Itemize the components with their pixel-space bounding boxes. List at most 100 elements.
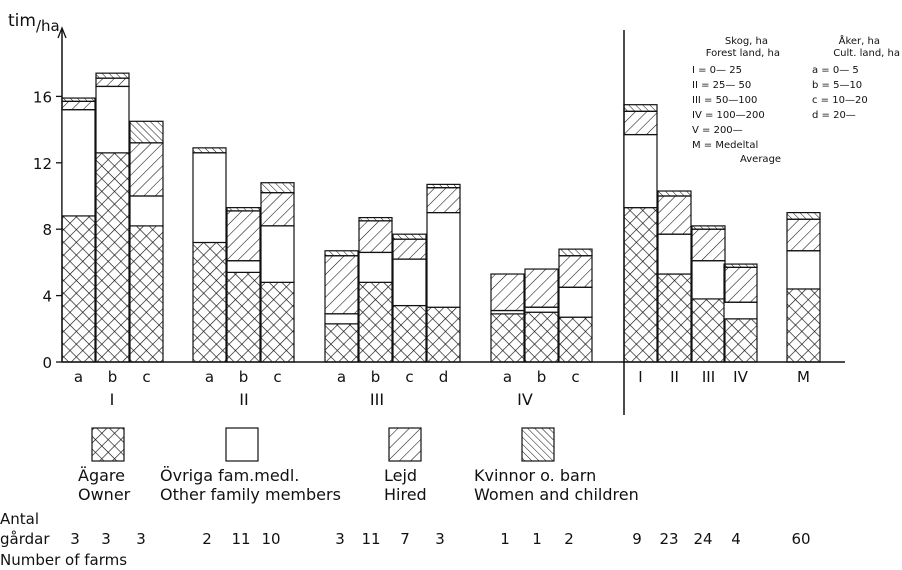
legend-swatch-owner	[91, 427, 125, 462]
bar-segment-owner	[657, 273, 692, 363]
x-tick-label: III	[702, 368, 715, 386]
farm-count: 3	[335, 530, 345, 548]
bar-segment-owner	[260, 281, 295, 363]
legend-label-owner-en: Owner	[78, 485, 131, 504]
farms-label-gardar: gårdar	[0, 530, 50, 548]
bar-segment-family	[623, 133, 658, 209]
bar-segment-owner	[226, 271, 261, 363]
x-tick-label: a	[337, 368, 346, 386]
bar-segment-owner	[426, 306, 461, 363]
x-tick-label: b	[239, 368, 249, 386]
bar-segment-owner	[324, 323, 359, 363]
bar-segment-hired	[260, 192, 295, 227]
farms-row: Antal gårdar Number of farms 3 3 3 2 11 10 3 11…	[0, 510, 811, 569]
x-tick-label: I	[638, 368, 642, 386]
legend-forest-row: II = 25— 50	[692, 80, 751, 91]
legend-label-owner-sv: Ägare	[78, 466, 125, 485]
bar-segment-hired	[324, 255, 359, 315]
bar-segment-women	[558, 248, 593, 257]
bar-segment-women	[324, 250, 359, 257]
farm-count: 24	[693, 530, 712, 548]
legend-forest-row: Average	[740, 154, 781, 165]
bar-segment-family	[657, 233, 692, 275]
bar-segment-women	[786, 212, 821, 220]
bar-segment-women	[392, 233, 427, 240]
farm-count: 10	[261, 530, 280, 548]
bar-segment-women	[691, 225, 726, 230]
x-tick-label: M	[797, 368, 810, 386]
bar-segment-hired	[490, 273, 525, 312]
group-label: I	[110, 390, 115, 409]
farm-count: 9	[632, 530, 642, 548]
legend-label-family-en: Other family members	[160, 485, 341, 504]
series-legend: Ägare Owner Övriga fam.medl. Other famil…	[78, 427, 639, 504]
bar-segment-hired	[723, 266, 758, 303]
farm-count: 7	[400, 530, 410, 548]
bar-segment-women	[260, 182, 295, 194]
bar-segment-owner	[623, 207, 658, 363]
bar-segment-women	[61, 97, 96, 102]
legend-forest: Skog, ha Forest land, ha I = 0— 25 II = 2…	[692, 36, 781, 165]
legend-cult-title-sv: Åker, ha	[839, 34, 880, 47]
farm-count: 3	[136, 530, 146, 548]
bar-segment-women	[723, 263, 758, 268]
x-tick-label: II	[670, 368, 679, 386]
y-tick-label: 0	[42, 354, 52, 372]
farm-count: 11	[361, 530, 380, 548]
bar-segment-hired	[691, 228, 726, 262]
legend-forest-row: III = 50—100	[692, 95, 757, 106]
group-label: IV	[517, 390, 533, 409]
farm-count: 3	[70, 530, 80, 548]
legend-forest-title-sv: Skog, ha	[725, 36, 768, 47]
x-tick-label: a	[503, 368, 512, 386]
legend-label-hired-en: Hired	[384, 485, 427, 504]
bar-segment-hired	[426, 187, 461, 214]
bar-segment-women	[95, 72, 130, 79]
x-tick-label: b	[371, 368, 381, 386]
x-tick-label: IV	[733, 368, 748, 386]
legend-forest-row: IV = 100—200	[692, 110, 765, 121]
bar-segment-hired	[558, 255, 593, 288]
bar-segment-family	[392, 258, 427, 307]
legend-label-hired-sv: Lejd	[384, 466, 417, 485]
bar-segment-family	[129, 195, 164, 227]
bar-segment-family	[61, 109, 96, 217]
x-tick-label: b	[537, 368, 547, 386]
legend-forest-row: V = 200—	[692, 125, 743, 136]
y-axis: tim/ha 0 4 8 12 16	[8, 11, 67, 372]
legend-cult-title-en: Cult. land, ha	[833, 48, 900, 59]
bar-segment-family	[524, 306, 559, 313]
x-tick-label: c	[273, 368, 281, 386]
bar-segment-owner	[786, 288, 821, 363]
bar-segment-owner	[358, 281, 393, 363]
legend-swatch-hired	[388, 427, 422, 462]
farms-label-number: Number of farms	[0, 551, 127, 569]
y-axis-arrow	[57, 26, 67, 39]
bar-segment-family	[358, 251, 393, 283]
legend-cult-row: a = 0— 5	[812, 65, 859, 76]
bar-segment-owner	[558, 316, 593, 363]
y-tick-label: 8	[42, 221, 52, 239]
bar-segment-women	[426, 183, 461, 189]
bar-segment-owner	[392, 304, 427, 363]
bar-segment-women	[192, 147, 227, 154]
bar-segment-family	[95, 85, 130, 154]
y-axis-label: tim/ha	[8, 11, 60, 35]
bar-segment-owner	[524, 311, 559, 363]
x-tick-label: c	[571, 368, 579, 386]
group-label: II	[239, 390, 248, 409]
bar-segment-hired	[61, 100, 96, 111]
bar-segment-women	[226, 207, 261, 212]
x-tick-label: c	[405, 368, 413, 386]
x-tick-label: c	[142, 368, 150, 386]
y-tick-label: 12	[33, 155, 52, 173]
bar-segment-owner	[192, 241, 227, 363]
legend-forest-title-en: Forest land, ha	[706, 48, 780, 59]
bar-segment-family	[324, 313, 359, 325]
bar-segment-hired	[524, 268, 559, 308]
legend-cult-row: d = 20—	[812, 110, 856, 121]
bar-segment-owner	[95, 152, 130, 363]
bar-segment-owner	[129, 225, 164, 363]
bar-segment-women	[657, 190, 692, 197]
bar-segment-family	[260, 225, 295, 283]
